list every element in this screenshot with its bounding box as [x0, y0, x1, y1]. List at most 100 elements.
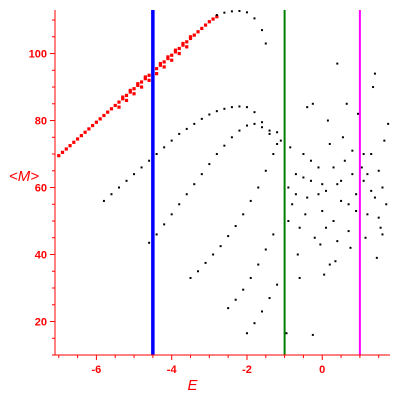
data-point	[287, 186, 290, 189]
data-point	[238, 129, 241, 132]
data-point	[215, 15, 219, 19]
x-tick-label: -4	[167, 364, 178, 376]
data-point	[204, 261, 207, 264]
data-point	[343, 159, 346, 162]
data-point	[261, 310, 264, 313]
data-point	[336, 183, 339, 186]
data-point	[326, 119, 329, 122]
data-point	[325, 189, 328, 192]
data-point	[102, 199, 105, 202]
data-point	[98, 117, 102, 121]
data-point	[197, 270, 200, 273]
data-point	[234, 225, 237, 228]
data-point	[200, 173, 203, 176]
data-point	[370, 189, 373, 192]
data-point	[345, 102, 348, 105]
data-point	[155, 233, 158, 236]
data-point	[289, 146, 292, 149]
data-point	[238, 105, 241, 108]
data-point	[349, 246, 352, 249]
data-point	[309, 159, 312, 162]
data-point	[242, 213, 245, 216]
data-point	[375, 256, 378, 259]
data-point	[162, 60, 166, 64]
data-point	[268, 132, 271, 135]
data-point	[211, 17, 215, 21]
data-point	[264, 248, 267, 251]
data-point	[170, 58, 174, 62]
data-point	[347, 230, 350, 233]
data-point	[128, 88, 132, 92]
data-point	[377, 169, 380, 172]
data-point	[178, 203, 181, 206]
data-point	[192, 33, 196, 37]
data-point	[249, 199, 252, 202]
data-point	[306, 106, 309, 109]
data-point	[347, 203, 350, 206]
data-point	[166, 55, 170, 59]
data-point	[340, 179, 343, 182]
data-point	[136, 82, 140, 86]
data-point	[306, 196, 309, 199]
data-point	[185, 45, 189, 49]
data-point	[332, 166, 335, 169]
data-point	[177, 46, 181, 51]
data-point	[212, 253, 215, 256]
data-point	[261, 29, 264, 32]
data-point	[200, 26, 204, 31]
data-point	[364, 236, 367, 239]
data-point	[177, 51, 181, 56]
data-point	[332, 220, 335, 223]
data-point	[143, 75, 147, 79]
data-point	[296, 253, 299, 256]
y-tick-label: 80	[35, 116, 47, 128]
data-point	[109, 107, 114, 111]
data-point	[185, 127, 188, 130]
data-point	[385, 203, 388, 206]
data-point	[155, 67, 159, 71]
data-point	[124, 98, 129, 103]
data-point	[373, 72, 376, 75]
data-point	[203, 23, 208, 27]
data-point	[75, 137, 80, 141]
data-point	[163, 146, 166, 149]
data-point	[227, 307, 230, 310]
data-point	[234, 298, 237, 301]
data-point	[83, 130, 87, 134]
data-point	[155, 153, 158, 156]
data-point	[245, 124, 248, 127]
data-point	[147, 78, 151, 82]
data-point	[355, 193, 358, 196]
data-point	[372, 86, 375, 89]
data-point	[360, 166, 363, 169]
data-point	[140, 166, 143, 169]
data-point	[124, 93, 129, 98]
data-point	[87, 127, 91, 131]
data-point	[181, 41, 185, 46]
data-point	[253, 17, 256, 20]
data-point	[133, 173, 136, 176]
data-point	[253, 111, 256, 114]
data-point	[302, 176, 305, 179]
ticks-layer: -6 -4 -2 0 20 40 60 80 100	[29, 19, 380, 376]
data-point	[304, 213, 307, 216]
data-point	[242, 288, 245, 291]
data-point	[125, 179, 128, 182]
data-point	[362, 179, 365, 182]
data-point	[302, 153, 305, 156]
data-point	[336, 240, 339, 243]
data-point	[366, 173, 369, 176]
data-point	[230, 136, 233, 139]
data-point	[261, 121, 264, 124]
data-point	[158, 63, 162, 67]
data-point	[325, 226, 328, 229]
data-point	[311, 333, 314, 336]
data-point	[249, 276, 252, 279]
data-point	[379, 226, 382, 229]
data-point	[253, 322, 256, 325]
data-point	[219, 245, 222, 248]
data-point	[291, 203, 294, 206]
data-point	[261, 126, 264, 129]
data-point	[294, 193, 297, 196]
data-point	[170, 213, 173, 216]
